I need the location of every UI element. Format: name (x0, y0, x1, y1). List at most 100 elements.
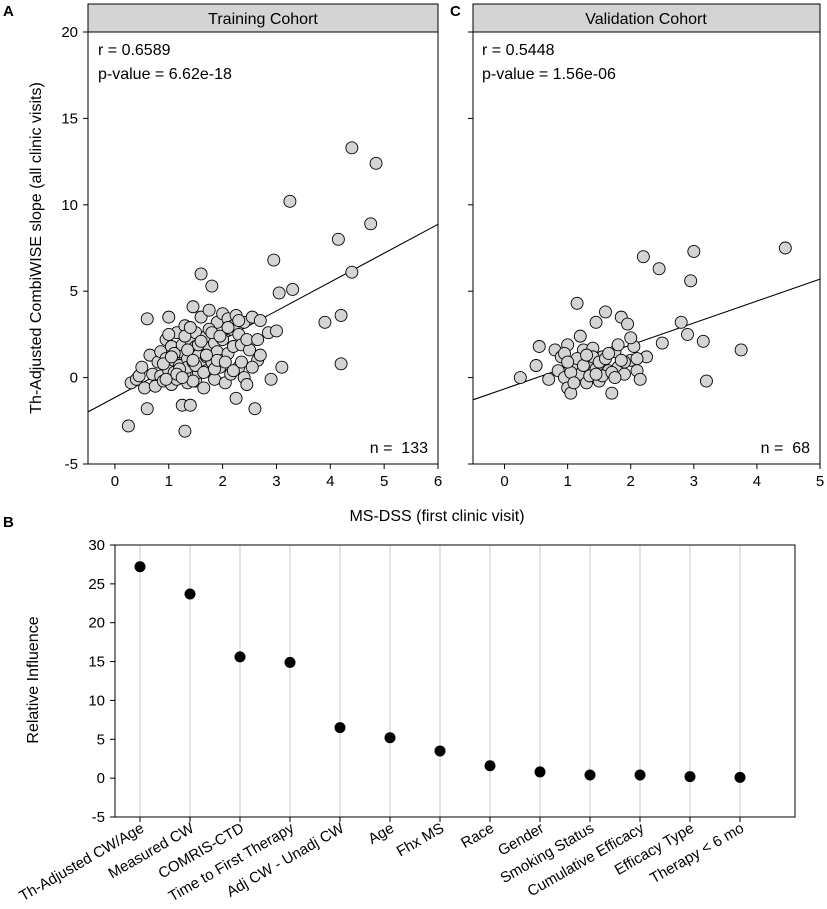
panel-a-data-point (178, 424, 192, 438)
panel-b-data-point (634, 769, 646, 781)
panel-a-data-point (213, 329, 227, 343)
panel-b-data-point (484, 760, 496, 772)
panel-a-data-point (272, 286, 286, 300)
panel-a-data-point (194, 334, 208, 348)
panel-label-a: A (3, 3, 14, 20)
panel-a-y-tick-label: 10 (61, 197, 78, 214)
panel-a-data-point (245, 360, 259, 374)
panel-label-c: C (450, 3, 461, 20)
panel-a-axes: 0 1 2 3 4 5 6 -5 0 5 10 15 20 (61, 24, 442, 490)
panel-c-data-point (681, 327, 694, 341)
panel-b-category-label: Fhx MS (394, 820, 447, 861)
panel-c-data-point (699, 374, 713, 388)
panel-b-y-tick-label: 30 (88, 537, 105, 554)
panel-c-x-tick-label: 2 (627, 473, 635, 490)
panel-a-title-bar (87, 3, 439, 33)
panel-a-points (121, 141, 383, 438)
panel-a-data-point (345, 141, 359, 155)
panel-a-plot-frame (87, 31, 439, 465)
panel-b-y-tick-label: 20 (88, 615, 105, 632)
panel-a-data-point (235, 355, 248, 369)
panel-a-x-tick-label: 3 (272, 473, 280, 490)
panel-c-data-point (602, 346, 616, 360)
panel-a-data-point (240, 378, 254, 391)
panel-a-y-tick-label: 20 (61, 24, 78, 41)
panel-b-plot-frame (114, 544, 796, 818)
panel-a-chart: Training Cohort 0 1 2 3 4 5 6 -5 0 5 10 15 20 r = 0.… (28, 3, 442, 490)
panel-b-data-point (384, 732, 396, 744)
panel-b-y-tick-label: 25 (88, 576, 105, 593)
panel-b-points (134, 561, 746, 783)
panel-a-data-point (186, 353, 200, 367)
panel-c-data-point (561, 355, 575, 369)
panel-a-data-point (197, 381, 211, 395)
panel-a-data-point (334, 357, 348, 371)
panel-a-p-stat: p-value = 6.62e-18 (98, 66, 232, 83)
panel-a-data-point (229, 391, 243, 405)
panel-a-data-point (253, 348, 267, 362)
panel-a-data-point (138, 381, 151, 395)
panel-a-data-point (267, 253, 281, 267)
panel-c-data-point (589, 367, 603, 381)
panel-c-x-tick-label: 4 (753, 473, 761, 490)
panel-c-axes: 0 1 2 3 4 5 (468, 31, 824, 490)
panel-c-data-point (630, 352, 644, 366)
panel-c-data-point (542, 372, 556, 386)
panel-c-data-point (652, 262, 666, 276)
panel-c-data-point (532, 340, 546, 353)
panel-a-x-tick-label: 5 (380, 473, 388, 490)
panel-a-data-point (200, 348, 213, 362)
panel-b-grid (139, 545, 741, 817)
panel-c-data-point (589, 315, 603, 329)
panel-c-data-point (778, 241, 792, 255)
panel-c-data-point (570, 296, 584, 310)
panel-b-y-tick-label: 5 (97, 731, 105, 748)
panel-c-x-tick-label: 1 (563, 473, 571, 490)
panel-a-data-point (135, 360, 149, 374)
panel-b-data-point (584, 769, 596, 781)
panel-a-data-point (264, 372, 278, 386)
panel-a-x-tick-label: 1 (165, 473, 173, 490)
panel-a-x-tick-label: 6 (434, 473, 442, 490)
panel-c-data-point (684, 274, 698, 288)
panel-a-data-point (345, 265, 359, 279)
panel-a-data-point (364, 217, 378, 231)
panel-b-data-point (684, 771, 696, 783)
panel-b-data-point (134, 561, 146, 573)
panel-a-data-point (162, 310, 176, 324)
panel-a-y-tick-label: 15 (61, 110, 78, 127)
panel-b-category-label: Race (458, 820, 497, 852)
panel-c-data-point (655, 336, 669, 350)
panel-a-data-point (202, 303, 216, 317)
panel-c-title: Validation Cohort (585, 11, 707, 28)
panel-c-data-point (513, 371, 527, 385)
panel-label-b: B (3, 514, 14, 531)
panel-c-data-point (611, 338, 625, 352)
panel-a-data-point (248, 402, 262, 416)
panel-c-points (513, 241, 792, 400)
panel-c-r-stat: r = 0.5448 (482, 42, 555, 59)
panel-a-data-point (175, 371, 189, 385)
panel-c-data-point (580, 348, 594, 362)
panel-a-data-point (186, 374, 200, 388)
panel-a-data-point (183, 398, 197, 412)
panel-b-chart: -5 0 5 10 15 20 25 30 Th-Adjusted CW/AgeMeasure… (16, 537, 796, 905)
panel-c-data-point (621, 317, 635, 331)
panel-a-y-tick-label: 0 (70, 370, 78, 387)
panel-a-data-point (331, 232, 345, 246)
panel-a-data-point (270, 324, 283, 338)
panel-a-data-point (283, 194, 297, 208)
panel-a-data-point (159, 372, 173, 386)
panel-a-n-stat: n = 133 (370, 440, 428, 457)
panel-b-y-tick-label: -5 (92, 809, 105, 826)
panel-b-data-point (434, 745, 446, 757)
panel-c-data-point (573, 329, 587, 343)
panel-a-data-point (121, 419, 135, 433)
x-axis-label: MS-DSS (first clinic visit) (349, 508, 524, 525)
panel-a-data-point (251, 333, 265, 347)
panel-c-data-point (608, 371, 622, 385)
panel-a-r-stat: r = 0.6589 (98, 42, 171, 59)
panel-a-data-point (162, 327, 176, 341)
